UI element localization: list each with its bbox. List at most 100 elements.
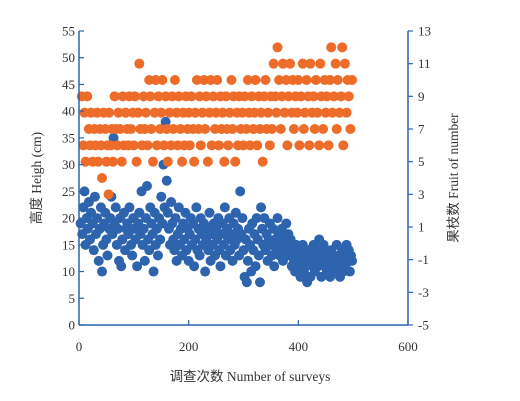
- fruit-point-96: [206, 140, 217, 151]
- height-point-63: [148, 266, 159, 277]
- fruit-point-187: [331, 124, 342, 134]
- fruit-point-28: [113, 107, 124, 118]
- height-point-83: [170, 213, 181, 224]
- fruit-point-193: [339, 58, 350, 69]
- fruit-point-152: [283, 91, 294, 102]
- fruit-point-121: [241, 124, 252, 134]
- fruit-point-33: [120, 107, 131, 118]
- fruit-point-151: [282, 140, 293, 151]
- fruit-point-85: [191, 75, 202, 85]
- left-y-tick-label-3: 15: [62, 237, 75, 252]
- fruit-point-175: [315, 58, 326, 69]
- fruit-point-184: [327, 107, 338, 118]
- fruit-point-105: [219, 156, 230, 167]
- fruit-point-128: [250, 75, 261, 85]
- fruit-point-106: [220, 91, 231, 102]
- fruit-point-64: [162, 156, 173, 167]
- height-point-14: [92, 213, 103, 224]
- fruit-point-122: [242, 75, 253, 85]
- fruit-point-146: [275, 124, 286, 134]
- fruit-point-42: [133, 107, 144, 118]
- height-point-12: [89, 191, 100, 202]
- fruit-point-138: [264, 140, 275, 151]
- fruit-point-53: [148, 156, 159, 167]
- fruit-point-68: [168, 124, 179, 134]
- fruit-point-164: [299, 107, 310, 118]
- fruit-point-153: [285, 58, 296, 69]
- fruit-point-174: [314, 140, 325, 151]
- right-y-tick-label-2: -1: [418, 252, 429, 267]
- fruit-point-49: [142, 140, 153, 151]
- fruit-point-74: [177, 156, 188, 167]
- fruit-point-141: [268, 58, 279, 69]
- right-y-tick-label-9: 13: [418, 24, 431, 39]
- fruit-point-191: [337, 42, 348, 53]
- fruit-point-161: [296, 91, 307, 102]
- left-y-tick-label-6: 30: [62, 157, 75, 172]
- fruit-point-91: [200, 124, 211, 134]
- fruit-point-43: [134, 58, 145, 69]
- fruit-point-100: [212, 75, 223, 85]
- fruit-point-149: [279, 107, 290, 118]
- left-y-tick-label-4: 20: [62, 211, 75, 226]
- fruit-point-88: [195, 140, 206, 151]
- fruit-point-52: [146, 124, 157, 134]
- height-point-54: [138, 223, 149, 234]
- height-point-160: [254, 277, 265, 288]
- fruit-point-83: [189, 156, 200, 167]
- left-y-tick-label-5: 25: [62, 184, 75, 199]
- left-y-tick-label-1: 5: [69, 291, 76, 306]
- x-tick-label-1: 200: [179, 339, 199, 354]
- height-point-157: [251, 213, 262, 224]
- height-point-128: [219, 202, 230, 213]
- fruit-point-51: [145, 91, 156, 102]
- height-point-142: [235, 186, 246, 197]
- right-y-tick-label-7: 9: [418, 89, 425, 104]
- fruit-point-194: [341, 107, 352, 118]
- right-y-tick-label-3: 1: [418, 220, 425, 235]
- height-point-156: [250, 261, 261, 272]
- fruit-point-124: [245, 140, 256, 151]
- height-point-244: [347, 255, 358, 266]
- fruit-point-192: [338, 140, 349, 151]
- fruit-point-39: [128, 140, 139, 151]
- height-point-57: [141, 181, 152, 192]
- height-point-75: [161, 175, 172, 186]
- fruit-point-181: [323, 140, 334, 151]
- fruit-point-80: [184, 140, 195, 151]
- fruit-point-162: [297, 58, 308, 69]
- fruit-point-189: [334, 107, 345, 118]
- fruit-point-165: [301, 75, 312, 85]
- height-point-144: [237, 213, 248, 224]
- fruit-point-198: [347, 75, 358, 85]
- fruit-point-183: [326, 42, 337, 53]
- fruit-point-25: [109, 91, 120, 102]
- fruit-point-89: [197, 107, 208, 118]
- fruit-point-57: [153, 91, 164, 102]
- left-y-tick-label-0: 0: [69, 318, 76, 333]
- height-point-149: [242, 255, 253, 266]
- fruit-point-190: [336, 91, 347, 102]
- right-y-axis-title: 果枝数 Fruit of number: [446, 113, 461, 243]
- fruit-point-69: [169, 75, 180, 85]
- height-point-35: [116, 261, 127, 272]
- fruit-point-30: [116, 156, 127, 167]
- fruit-point-101: [213, 140, 224, 151]
- height-point-76: [162, 207, 173, 218]
- height-point-23: [102, 250, 113, 261]
- fruit-point-171: [309, 124, 320, 134]
- fruit-point-113: [230, 156, 241, 167]
- left-y-tick-label-10: 50: [62, 50, 75, 65]
- fruit-point-135: [260, 75, 271, 85]
- height-point-55: [139, 255, 150, 266]
- fruit-point-145: [274, 75, 285, 85]
- fruit-point-61: [158, 140, 169, 151]
- height-point-173: [269, 261, 280, 272]
- fruit-point-92: [201, 91, 212, 102]
- fruit-point-40: [129, 91, 140, 102]
- fruit-point-48: [140, 107, 151, 118]
- fruit-point-104: [217, 107, 228, 118]
- height-point-184: [281, 218, 292, 229]
- height-point-67: [152, 250, 163, 261]
- fruit-point-73: [175, 124, 186, 134]
